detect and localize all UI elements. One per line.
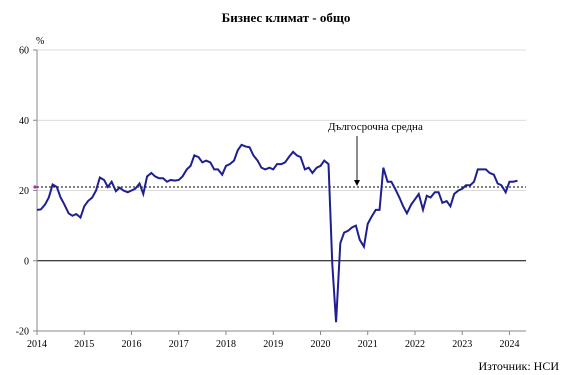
y-tick-label: 60 [19, 46, 29, 57]
x-tick-label: 2023 [452, 339, 472, 350]
axes [33, 49, 526, 335]
x-tick-label: 2020 [310, 339, 330, 350]
x-tick-label: 2024 [499, 339, 519, 350]
x-tick-label: 2018 [216, 339, 236, 350]
long-term-average-label: Дългосрочна средна [328, 121, 423, 133]
series-start-marker [33, 185, 37, 189]
y-tick-label: 0 [24, 256, 29, 267]
y-tick-labels: -20 0 20 40 60 [16, 46, 29, 338]
y-axis-unit: % [36, 36, 44, 47]
x-tick-label: 2019 [263, 339, 283, 350]
x-tick-label: 2022 [405, 339, 425, 350]
annotation-arrowhead [354, 179, 360, 186]
y-tick-label: 40 [19, 116, 29, 127]
y-tick-label: -20 [16, 327, 29, 338]
chart-title: Бизнес климат - общо [222, 10, 351, 25]
x-tick-label: 2021 [358, 339, 378, 350]
x-tick-label: 2017 [169, 339, 189, 350]
x-tick-label: 2014 [27, 339, 47, 350]
x-tick-label: 2015 [74, 339, 94, 350]
x-tick-label: 2016 [121, 339, 141, 350]
x-tick-labels: 2014 2015 2016 2017 2018 2019 2020 2021 2022 2023… [27, 339, 519, 350]
series-line-business-climate [36, 143, 518, 323]
source-note: Източник: НСИ [478, 359, 559, 373]
y-grid [37, 49, 526, 262]
y-tick-label: 20 [19, 186, 29, 197]
